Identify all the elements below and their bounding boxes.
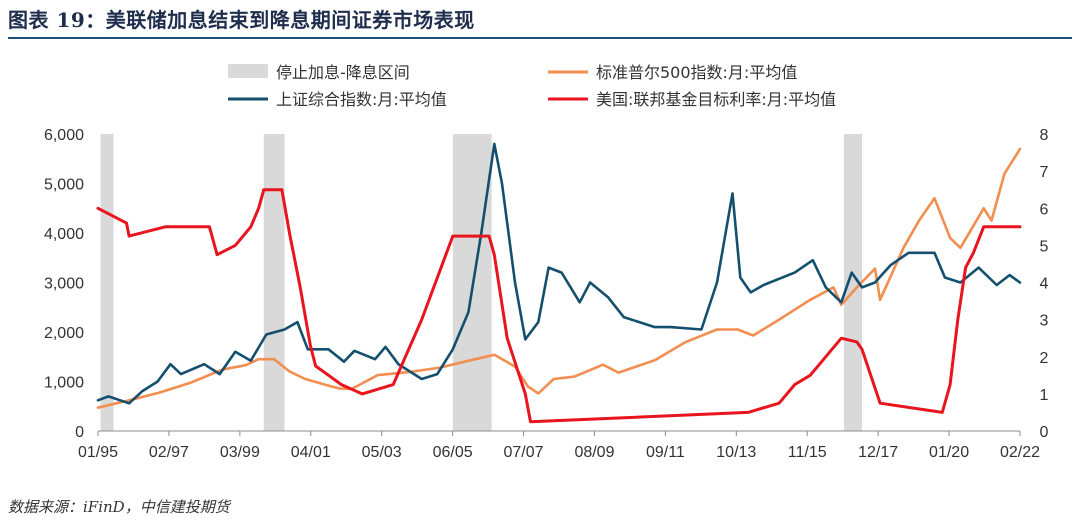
left-y-tick-label: 2,000 xyxy=(44,325,84,342)
x-tick-label: 05/03 xyxy=(362,444,402,461)
left-y-tick-label: 5,000 xyxy=(44,177,84,194)
shaded-bands xyxy=(100,134,863,431)
legend-label-0: 停止加息-降息区间 xyxy=(276,63,410,82)
right-y-tick-label: 8 xyxy=(1040,127,1049,144)
x-tick-label: 08/09 xyxy=(574,444,614,461)
x-tick-label: 04/01 xyxy=(291,444,331,461)
x-tick-label: 01/95 xyxy=(78,444,118,461)
right-y-tick-label: 0 xyxy=(1040,424,1049,441)
x-tick-label: 09/11 xyxy=(646,444,685,461)
shaded-band-1 xyxy=(263,134,285,431)
series-line-2 xyxy=(96,188,1022,424)
shaded-band-0 xyxy=(100,134,114,431)
legend-swatch-0 xyxy=(228,64,268,78)
source-note: 数据来源：iFinD，中信建投期货 xyxy=(8,498,230,516)
title-rule xyxy=(8,37,1072,39)
x-tick-label: 03/99 xyxy=(220,444,260,461)
legend-label-2: 上证综合指数:月:平均值 xyxy=(276,90,447,109)
shaded-band-3 xyxy=(843,134,863,431)
right-y-tick-label: 2 xyxy=(1040,350,1049,367)
x-tick-label: 12/17 xyxy=(858,444,898,461)
right-y-tick-label: 5 xyxy=(1040,238,1049,255)
x-tick-label: 02/97 xyxy=(149,444,189,461)
left-y-tick-label: 3,000 xyxy=(44,276,84,293)
x-tick-label: 11/15 xyxy=(788,444,827,461)
x-tick-label: 10/13 xyxy=(716,444,756,461)
figure-title: 图表 19：美联储加息结束到降息期间证券市场表现 xyxy=(8,8,475,32)
x-tick-label: 07/07 xyxy=(504,444,544,461)
left-y-tick-label: 0 xyxy=(75,424,84,441)
right-y-tick-label: 1 xyxy=(1040,387,1049,404)
x-tick-label: 01/20 xyxy=(929,444,969,461)
axes: 01/95 02/97 03/99 04/01 05/03 06/05 07/07 08/09… xyxy=(44,127,1049,461)
legend-label-1: 标准普尔500指数:月:平均值 xyxy=(596,63,797,82)
right-y-tick-label: 7 xyxy=(1040,164,1049,181)
right-y-tick-label: 6 xyxy=(1040,201,1049,218)
x-tick-label: 06/05 xyxy=(433,444,473,461)
right-y-tick-label: 4 xyxy=(1040,276,1049,293)
right-y-tick-label: 3 xyxy=(1040,313,1049,330)
series-line-0 xyxy=(96,147,1022,409)
left-y-tick-label: 4,000 xyxy=(44,226,84,243)
series-lines xyxy=(96,142,1022,424)
left-y-tick-label: 1,000 xyxy=(44,375,84,392)
series-line-1 xyxy=(96,142,1022,405)
legend-label-3: 美国:联邦基金目标利率:月:平均值 xyxy=(596,90,836,109)
left-y-tick-label: 6,000 xyxy=(44,127,84,144)
x-tick-label: 02/22 xyxy=(1000,444,1040,461)
